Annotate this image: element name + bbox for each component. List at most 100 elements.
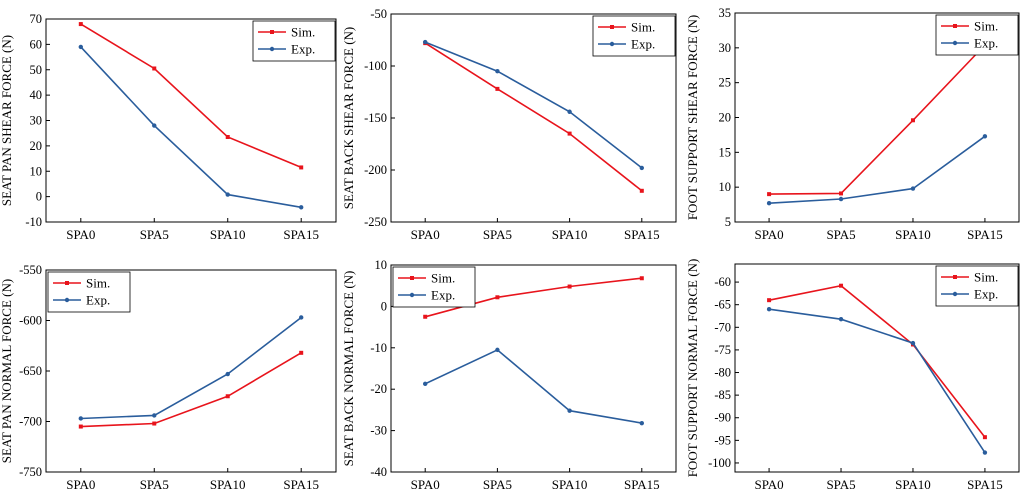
chart-panel-6: -100 -95 -90 -85 -80 -75 -70 -65 -60 SPA0 SPA5 SPA1… [685, 259, 1020, 492]
legend-label: Sim. [631, 20, 655, 35]
legend-label: Exp. [974, 36, 998, 51]
y-tick-label: -100 [364, 59, 387, 73]
data-point-sim [423, 314, 428, 319]
data-point-exp [639, 420, 644, 426]
data-point-exp [910, 340, 916, 346]
y-tick-label: -70 [714, 320, 731, 334]
data-point-exp [910, 186, 916, 191]
data-point-exp [225, 192, 230, 197]
data-point-sim [299, 165, 304, 170]
y-axis-label: FOOT SUPPORT SHEAR FORCE (N) [685, 15, 700, 220]
series-line-sim [768, 284, 986, 438]
x-tick-label: SPA15 [967, 227, 1003, 242]
plot-frame [390, 264, 677, 473]
legend-marker [65, 281, 69, 285]
data-point-sim [152, 66, 157, 71]
legend: Sim. Exp. [392, 266, 476, 308]
data-point-sim [639, 276, 644, 281]
y-tick-label: -20 [370, 382, 387, 396]
y-tick-label: -10 [25, 215, 42, 229]
x-tick-label: SPA10 [895, 477, 931, 492]
y-tick-label: -250 [364, 215, 387, 229]
chart-panel-5: -40 -30 -20 -10 0 10 SPA0 SPA5 SPA10 SPA15 SEAT BA… [341, 258, 677, 492]
legend-label: Sim. [86, 276, 110, 291]
legend-box [592, 15, 676, 57]
x-tick-label: SPA0 [66, 227, 95, 242]
data-point-sim [495, 86, 500, 91]
x-tick-label: SPA0 [411, 477, 440, 492]
data-point-exp [299, 315, 304, 320]
data-point-sim [839, 283, 844, 288]
x-tick-label: SPA0 [755, 227, 784, 242]
series-line-exp [769, 135, 986, 204]
series-line-exp [80, 316, 302, 420]
data-point-sim [225, 394, 230, 399]
legend-label: Sim. [291, 25, 315, 40]
legend-marker [64, 297, 70, 303]
data-point-sim [152, 421, 157, 426]
legend-marker [953, 275, 957, 279]
y-tick-label: -80 [714, 366, 731, 380]
data-point-exp [639, 165, 644, 171]
data-point-exp [495, 69, 500, 74]
y-tick-label: 25 [719, 76, 732, 90]
data-point-sim [639, 188, 644, 193]
x-tick-label: SPA10 [552, 477, 588, 492]
x-tick-label: SPA5 [826, 477, 855, 492]
legend-label: Exp. [291, 42, 315, 57]
legend-label: Sim. [974, 19, 998, 34]
plot-frame [734, 263, 1020, 473]
data-point-sim [567, 131, 572, 136]
y-tick-label: -700 [19, 415, 42, 429]
y-tick-label: -200 [364, 163, 387, 177]
y-tick-label: -90 [714, 411, 731, 425]
legend-label: Exp. [86, 293, 110, 308]
y-tick-label: -600 [19, 314, 42, 328]
y-tick-label: -60 [714, 275, 731, 289]
x-tick-label: SPA0 [755, 477, 784, 492]
legend-label: Sim. [431, 271, 455, 286]
legend-marker [953, 24, 957, 28]
x-tick-label: SPA5 [483, 227, 512, 242]
y-tick-label: 30 [719, 41, 732, 55]
series-line-sim [424, 42, 643, 192]
y-tick-label: -85 [714, 388, 731, 402]
y-axis-label: SEAT BACK SHEAR FORCE (N) [341, 27, 356, 210]
x-tick-label: SPA0 [411, 227, 440, 242]
legend-label: Exp. [631, 37, 655, 52]
y-tick-label: -650 [19, 364, 42, 378]
legend-label: Exp. [431, 288, 455, 303]
data-point-sim [767, 298, 772, 303]
x-tick-label: SPA10 [210, 477, 246, 492]
legend-box [252, 20, 336, 62]
legend-box [935, 14, 1019, 56]
x-tick-label: SPA15 [624, 477, 660, 492]
y-tick-label: -50 [370, 7, 387, 21]
legend: Sim. Exp. [252, 20, 336, 62]
y-axis-label: SEAT BACK NORMAL FORCE (N) [341, 271, 356, 467]
series-line-sim [769, 44, 986, 195]
x-tick-label: SPA5 [140, 227, 169, 242]
y-tick-label: 70 [30, 12, 43, 26]
legend-marker [952, 291, 958, 297]
y-tick-label: 15 [719, 145, 732, 159]
y-tick-label: -30 [370, 424, 387, 438]
chart-panel-1: -10 0 10 20 30 40 50 60 70 SPA0 SPA5 SPA10 SPA15 SEAT… [0, 12, 337, 242]
data-point-exp [567, 109, 572, 114]
y-tick-label: -10 [370, 341, 387, 355]
chart-panel-2: -250 -200 -150 -100 -50 SPA0 SPA5 SPA10 SPA15 SEA… [341, 7, 677, 242]
legend: Sim. Exp. [592, 15, 676, 57]
legend-marker [952, 40, 958, 46]
y-tick-label: -550 [19, 263, 42, 277]
legend-box [935, 265, 1019, 307]
y-tick-label: 5 [725, 215, 731, 229]
x-tick-label: SPA15 [624, 227, 660, 242]
x-tick-label: SPA10 [210, 227, 246, 242]
chart-panel-3: 5 10 15 20 25 30 35 SPA0 SPA5 SPA10 SPA15 FOOT SUPP… [685, 6, 1020, 242]
x-tick-label: SPA5 [826, 227, 855, 242]
data-point-sim [767, 192, 772, 197]
y-tick-label: -95 [714, 433, 731, 447]
legend-label: Exp. [974, 287, 998, 302]
series-line-exp [768, 308, 986, 454]
data-point-exp [838, 316, 844, 322]
